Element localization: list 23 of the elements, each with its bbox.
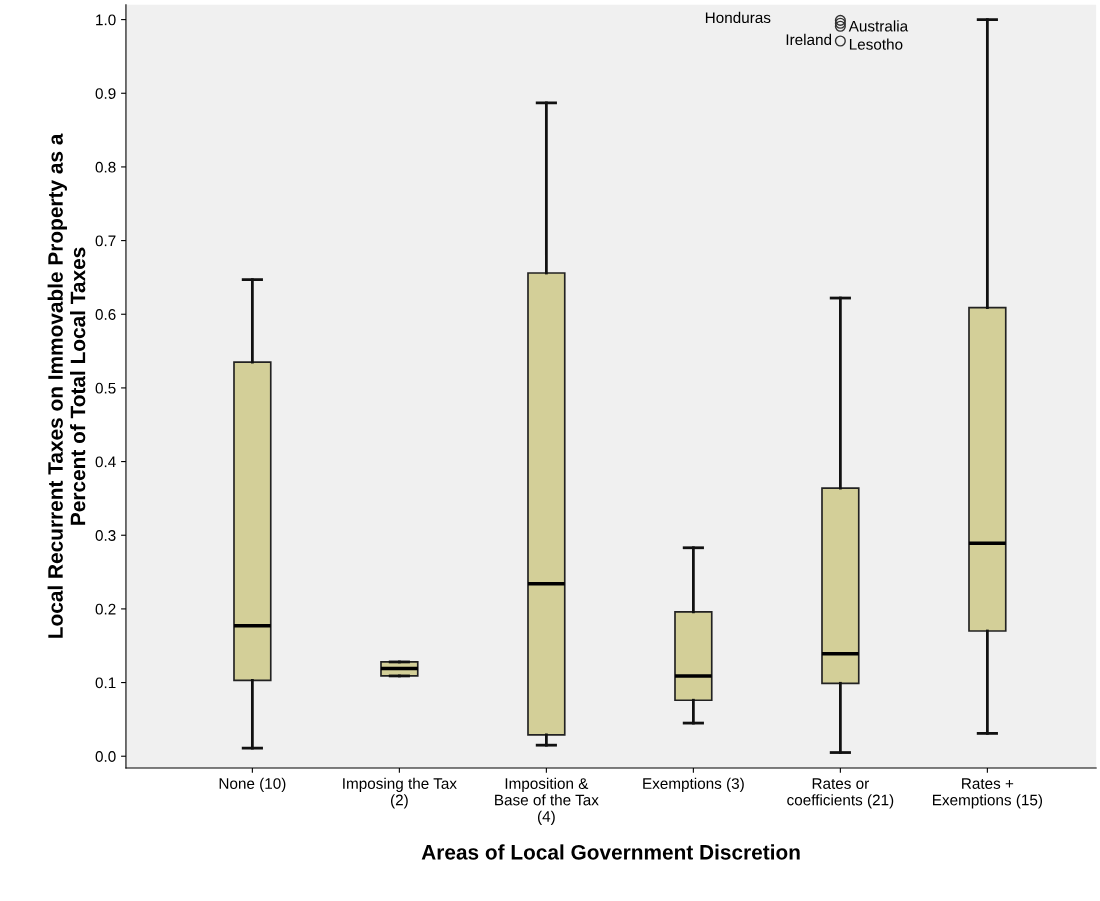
x-tick-label: Rates or coefficients (21) [787,778,894,809]
y-tick-label: 0.6 [95,309,116,320]
x-tick-label: Imposing the Tax (2) [343,777,457,809]
x-tick-label: None (10) [219,777,286,792]
y-axis-title: Local Recurrent Taxes on Immovable Property as a Percent of Total Local Taxes [47,133,86,638]
annotation: Honduras [705,11,771,24]
y-tick-label: 1.0 [96,14,116,26]
y-tick-label: 0.2 [95,603,116,615]
x-axis-title: Areas of Local Government Discretion [421,844,800,860]
annotation: Australia [848,20,909,32]
y-tick-label: 0.1 [95,677,116,689]
y-tick-label: 0.4 [95,456,116,468]
y-tick-label: 0.3 [95,530,116,541]
x-tick-label: Imposition & Base of the Tax (4) [495,777,599,825]
y-tick-label: 0.9 [95,88,116,99]
annotation: Lesotho [849,38,903,50]
y-tick-label: 0.5 [95,382,116,394]
annotation: Ireland [786,33,832,46]
x-tick-label: Exemptions (3) [643,777,744,792]
y-tick-label: 0.8 [95,161,116,173]
x-tick-label: Rates + Exemptions (15) [933,778,1043,809]
y-tick-label: 0.0 [95,751,116,762]
y-tick-label: 0.7 [95,235,116,247]
